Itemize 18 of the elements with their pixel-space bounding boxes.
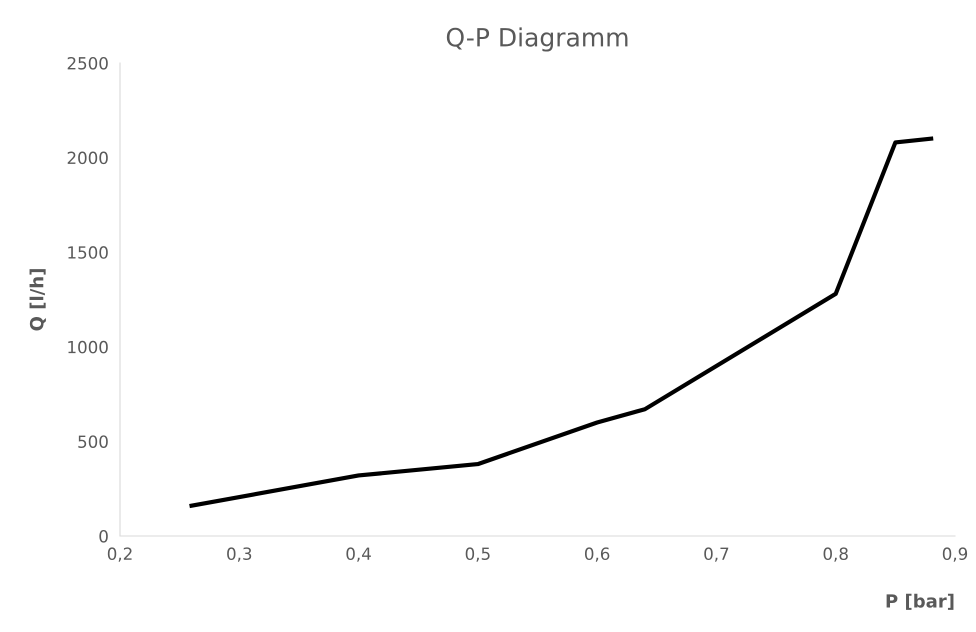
x-tick-label: 0,3 bbox=[227, 547, 252, 562]
x-tick-label: 0,8 bbox=[824, 547, 848, 562]
x-tick-label: 0,6 bbox=[584, 547, 610, 562]
x-axis-title: P [bar] bbox=[886, 594, 954, 610]
y-tick-label: 0 bbox=[99, 530, 108, 543]
x-tick-label: 0,2 bbox=[108, 547, 132, 562]
x-tick-label: 0,5 bbox=[466, 547, 490, 562]
y-tick-label: 500 bbox=[78, 435, 108, 448]
y-tick-label: 2000 bbox=[68, 152, 108, 164]
line-series bbox=[189, 136, 934, 508]
x-tick-label: 0,7 bbox=[704, 547, 728, 562]
y-tick-label: 2500 bbox=[68, 56, 108, 70]
x-tick-label: 0,9 bbox=[942, 547, 968, 562]
y-tick-label: 1000 bbox=[68, 340, 108, 354]
y-tick-label: 1500 bbox=[68, 246, 108, 259]
chart-title: Q-P Diagramm bbox=[446, 27, 628, 52]
x-tick-label: 0,4 bbox=[346, 547, 371, 562]
y-axis-title: Q [l/h] bbox=[30, 269, 46, 330]
